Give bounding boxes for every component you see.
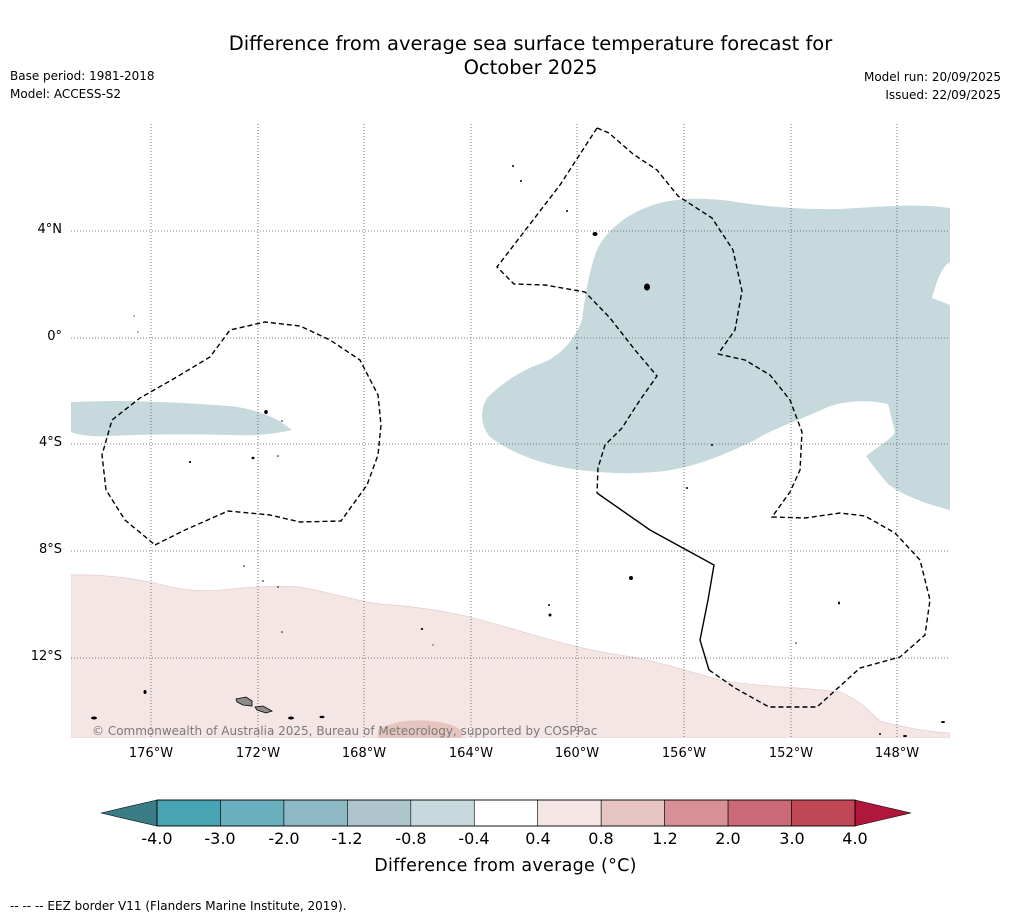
warm-patch bbox=[378, 720, 462, 738]
colorbar-tick: 4.0 bbox=[842, 829, 868, 848]
colorbar-segment bbox=[727, 799, 792, 827]
colorbar-under-arrow bbox=[100, 799, 158, 827]
colorbar-tick: 2.0 bbox=[715, 829, 741, 848]
colorbar-segment bbox=[410, 799, 475, 827]
colorbar-segment bbox=[220, 799, 285, 827]
colorbar-segment bbox=[283, 799, 348, 827]
colorbar-tick: 0.4 bbox=[525, 829, 551, 848]
lat-label-4s: 4°S bbox=[38, 435, 62, 450]
colorbar-segment bbox=[347, 799, 412, 827]
eez-border-north bbox=[596, 127, 743, 355]
lat-label-12s: 12°S bbox=[30, 649, 62, 664]
lon-label-172w: 172°W bbox=[235, 746, 281, 761]
colorbar-segment bbox=[600, 799, 665, 827]
colorbar-segment bbox=[473, 799, 539, 827]
lat-label-8s: 8°S bbox=[38, 542, 62, 557]
colorbar-tick: 0.8 bbox=[588, 829, 614, 848]
lon-label-168w: 168°W bbox=[341, 746, 387, 761]
meta-right: Model run: 20/09/2025 Issued: 22/09/2025 bbox=[864, 68, 1001, 104]
colorbar-segment bbox=[537, 799, 602, 827]
colorbar-tick: 3.0 bbox=[779, 829, 805, 848]
eez-border-west bbox=[101, 321, 382, 546]
eez-border-internal bbox=[596, 492, 715, 671]
cool-anomaly-region-west bbox=[71, 401, 292, 437]
eez-borders bbox=[101, 127, 931, 708]
colorbar-tick: -1.2 bbox=[331, 829, 363, 848]
lon-label-156w: 156°W bbox=[661, 746, 707, 761]
colorbar-segment bbox=[664, 799, 729, 827]
lon-label-176w: 176°W bbox=[128, 746, 174, 761]
eez-border-south bbox=[708, 353, 931, 708]
warm-anomaly-region bbox=[71, 574, 950, 738]
lat-label-0: 0° bbox=[47, 329, 62, 344]
samoa-islands bbox=[235, 696, 273, 714]
lon-label-164w: 164°W bbox=[448, 746, 494, 761]
lon-label-148w: 148°W bbox=[874, 746, 920, 761]
colorbar-segments bbox=[156, 799, 856, 827]
islands bbox=[91, 165, 945, 737]
gridlines bbox=[71, 124, 950, 738]
colorbar-title: Difference from average (°C) bbox=[374, 856, 637, 876]
colorbar-segment bbox=[791, 799, 856, 827]
colorbar-tick: 1.2 bbox=[652, 829, 678, 848]
colorbar-tick: -0.8 bbox=[395, 829, 427, 848]
title-line-1: Difference from average sea surface temp… bbox=[228, 32, 833, 55]
eez-footnote: -- -- -- EEZ border V11 (Flanders Marine… bbox=[10, 899, 347, 913]
model-run: Model run: 20/09/2025 bbox=[863, 70, 1001, 84]
colorbar-tick: -3.0 bbox=[204, 829, 236, 848]
colorbar-tick: -0.4 bbox=[458, 829, 490, 848]
cool-anomaly-region-east bbox=[482, 198, 950, 510]
colorbar-over-arrow bbox=[854, 799, 912, 827]
map-area bbox=[71, 124, 950, 738]
copyright-notice: © Commonwealth of Australia 2025, Bureau… bbox=[92, 724, 598, 738]
lat-label-4n: 4°N bbox=[37, 222, 63, 237]
colorbar-tick: -4.0 bbox=[141, 829, 173, 848]
base-period: Base period: 1981-2018 bbox=[10, 69, 155, 83]
model-name: Model: ACCESS-S2 bbox=[10, 87, 122, 101]
colorbar-tick: -2.0 bbox=[268, 829, 300, 848]
title-line-2: October 2025 bbox=[463, 56, 598, 79]
lon-label-152w: 152°W bbox=[768, 746, 814, 761]
map-title: Difference from average sea surface temp… bbox=[0, 32, 1011, 80]
eez-border-north bbox=[496, 127, 658, 494]
meta-left: Base period: 1981-2018 Model: ACCESS-S2 bbox=[10, 67, 155, 103]
issued-date: Issued: 22/09/2025 bbox=[885, 88, 1001, 102]
lon-label-160w: 160°W bbox=[554, 746, 600, 761]
colorbar-segment bbox=[156, 799, 221, 827]
